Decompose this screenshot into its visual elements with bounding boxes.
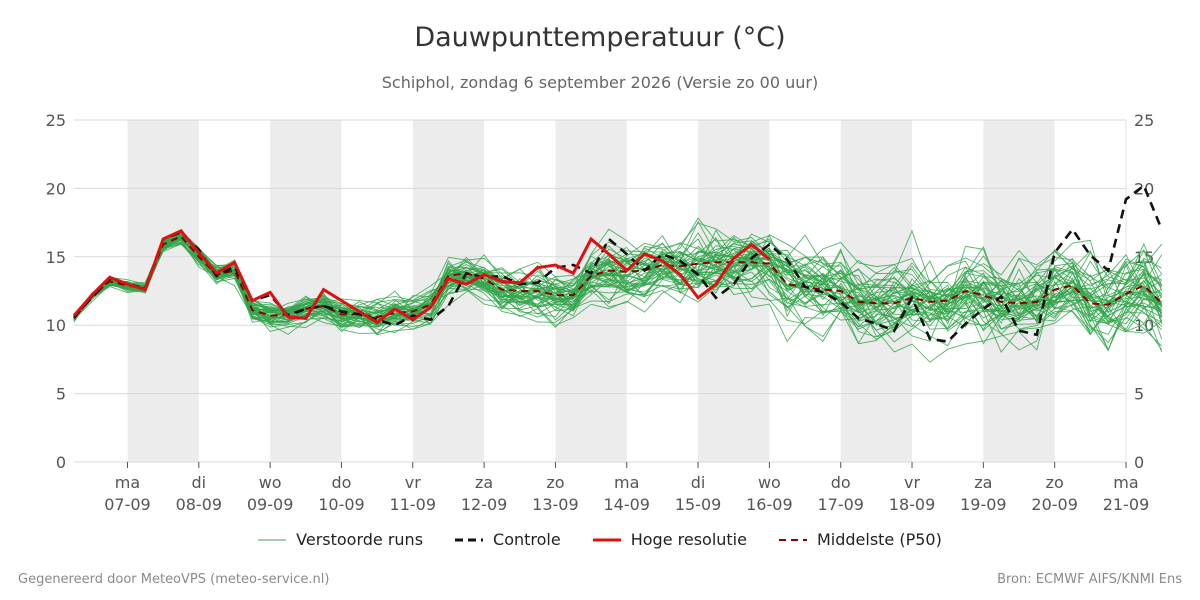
x-tick-weekday: di [691, 473, 706, 492]
x-tick-date: 17-09 [817, 495, 864, 514]
x-tick-date: 11-09 [390, 495, 437, 514]
chart-subtitle: Schiphol, zondag 6 september 2026 (Versi… [381, 73, 819, 92]
shade-band [412, 120, 485, 462]
x-tick-weekday: za [974, 473, 992, 492]
shade-band [698, 120, 770, 462]
y-tick-label-right: 5 [1134, 385, 1144, 404]
legend-label-perturbed-runs: Verstoorde runs [296, 530, 424, 549]
x-tick-date: 20-09 [1031, 495, 1078, 514]
y-tick-label-left: 5 [56, 385, 66, 404]
legend-swatch-control-icon [455, 538, 484, 541]
y-tick-label-left: 10 [46, 316, 66, 335]
ensemble-member-line [73, 231, 1163, 328]
x-tick-date: 10-09 [318, 495, 365, 514]
x-tick-date: 13-09 [532, 495, 579, 514]
x-tick-weekday: vr [405, 473, 421, 492]
legend-swatch-perturbed-icon [258, 539, 287, 540]
legend-item-perturbed-runs: Verstoorde runs [258, 530, 423, 549]
x-tick-date: 21-09 [1103, 495, 1150, 514]
y-tick-label-left: 25 [46, 111, 66, 130]
x-tick-weekday: zo [546, 473, 564, 492]
y-tick-label-right: 0 [1134, 453, 1144, 472]
legend-swatch-median-icon [778, 538, 807, 541]
x-tick-date: 09-09 [247, 495, 294, 514]
x-tick-weekday: di [192, 473, 207, 492]
ensemble-member-line [73, 236, 1162, 327]
x-tick-weekday: do [331, 473, 351, 492]
x-tick-date: 14-09 [603, 495, 650, 514]
high-resolution-line [72, 228, 771, 325]
x-tick-date: 07-09 [104, 495, 151, 514]
legend-label-control: Controle [493, 530, 561, 549]
x-tick-date: 19-09 [960, 495, 1007, 514]
chart-title: Dauwpunttemperatuur (°C) [414, 22, 786, 53]
x-tick-date: 08-09 [176, 495, 223, 514]
legend-swatch-hires-icon [592, 538, 621, 541]
legend-item-control: Controle [455, 530, 561, 549]
x-tick-weekday: wo [758, 473, 781, 492]
footer-source: Bron: ECMWF AIFS/KNMI Ens [997, 572, 1182, 587]
legend-item-high-resolution: Hoge resolutie [592, 530, 747, 549]
x-tick-weekday: do [831, 473, 851, 492]
y-tick-label-left: 15 [46, 248, 66, 267]
x-tick-weekday: ma [1113, 473, 1138, 492]
legend-label-median: Middelste (P50) [816, 530, 942, 549]
footer-generated-by: Gegenereerd door MeteoVPS (meteo-service… [18, 572, 330, 587]
legend-label-high-resolution: Hoge resolutie [630, 530, 747, 549]
x-tick-date: 18-09 [889, 495, 936, 514]
x-tick-weekday: ma [115, 473, 140, 492]
ensemble-member-line [73, 237, 1163, 324]
ensemble-member-line [73, 235, 1163, 320]
x-tick-date: 16-09 [746, 495, 793, 514]
x-tick-weekday: vr [904, 473, 920, 492]
chart-legend: Verstoorde runs Controle Hoge resolutie … [0, 530, 1200, 549]
x-tick-weekday: wo [259, 473, 282, 492]
x-tick-weekday: ma [614, 473, 639, 492]
x-tick-weekday: zo [1046, 473, 1064, 492]
x-tick-weekday: za [475, 473, 493, 492]
y-tick-label-left: 20 [46, 179, 66, 198]
ensemble-member-line [73, 228, 1162, 335]
x-tick-date: 15-09 [675, 495, 722, 514]
ensemble-member-line [73, 232, 1163, 335]
legend-item-median: Middelste (P50) [778, 530, 942, 549]
y-tick-label-left: 0 [56, 453, 66, 472]
shade-band [270, 120, 342, 462]
ensemble-member-line [73, 235, 1162, 321]
x-tick-date: 12-09 [461, 495, 508, 514]
y-tick-label-right: 25 [1134, 111, 1154, 130]
ensemble-member-line [73, 240, 1163, 330]
ensemble-member-line [73, 233, 1162, 323]
